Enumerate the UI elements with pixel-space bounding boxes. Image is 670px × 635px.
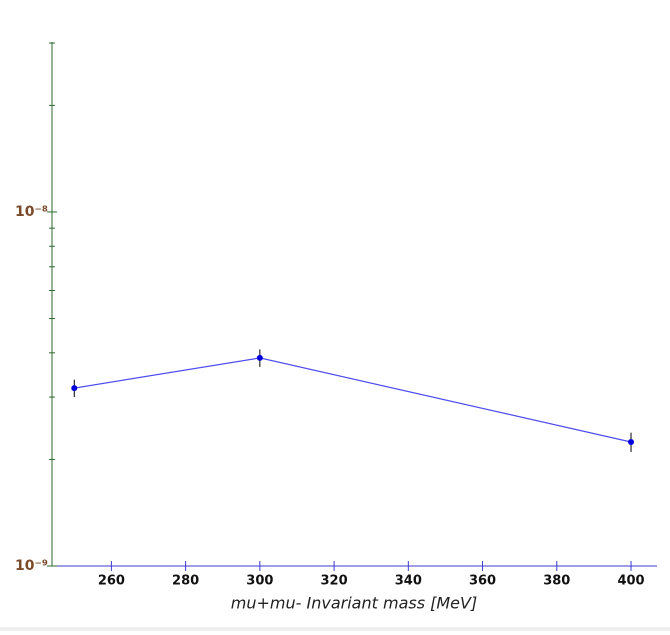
point xyxy=(71,385,78,392)
point xyxy=(256,354,263,361)
x-tick-label: 320 xyxy=(321,574,348,589)
y-tick-label: 10⁻⁹ xyxy=(15,558,48,574)
x-tick-label: 400 xyxy=(617,574,644,589)
line xyxy=(74,357,632,443)
x-tick-label: 380 xyxy=(543,574,570,589)
x-tick-label: 260 xyxy=(98,574,125,589)
x-tick-label: 280 xyxy=(172,574,199,589)
point xyxy=(628,438,635,445)
x-axis-label: mu+mu- Invariant mass [MeV] xyxy=(231,594,477,613)
x-tick-label: 360 xyxy=(469,574,496,589)
y-tick-label: 10⁻⁸ xyxy=(15,204,48,220)
x-tick-label: 300 xyxy=(246,574,273,589)
x-tick-label: 340 xyxy=(395,574,422,589)
bottom-strip xyxy=(0,627,670,631)
